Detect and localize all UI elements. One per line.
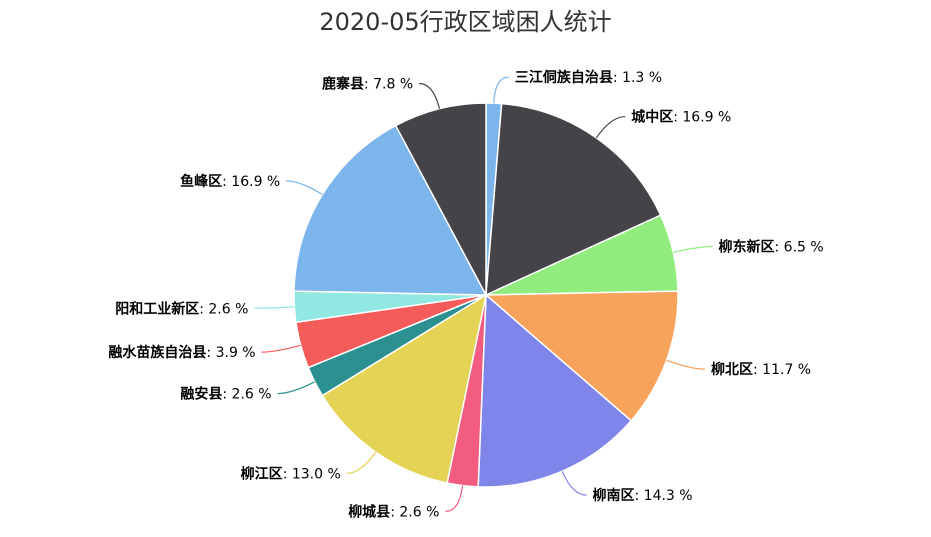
label-name: 阳和工业新区 [115, 300, 199, 317]
leader-slice-2 [673, 245, 713, 253]
label-name: 鹿寨县 [321, 76, 364, 93]
leaders-layer [254, 76, 713, 512]
pie-slice-3[interactable] [485, 290, 679, 422]
slices-layer [293, 102, 679, 488]
label-slice-1: 城中区: 16.9 % [631, 109, 731, 126]
leader-slice-0 [493, 76, 509, 104]
leader-slice-9 [254, 306, 295, 309]
label-slice-7: 融安县: 2.6 % [180, 386, 271, 403]
leader-slice-3 [666, 359, 706, 370]
label-slice-9: 阳和工业新区: 2.6 % [115, 300, 248, 317]
label-slice-6: 柳江区: 13.0 % [241, 465, 341, 482]
label-name: 柳南区 [593, 487, 635, 504]
leader-slice-11 [419, 82, 441, 109]
label-value: : 13.0 % [283, 466, 341, 482]
labels-layer: 三江侗族自治县: 1.3 %城中区: 16.9 %柳东新区: 6.5 %柳北区:… [108, 69, 823, 520]
leader-slice-8 [261, 344, 301, 353]
label-name: 柳江区 [241, 465, 283, 482]
label-name: 城中区 [631, 109, 673, 126]
label-value: : 7.8 % [364, 77, 413, 93]
label-value: : 16.9 % [222, 174, 280, 190]
leader-slice-1 [595, 115, 626, 139]
label-slice-0: 三江侗族自治县: 1.3 % [515, 69, 662, 86]
label-name: 鱼峰区 [180, 173, 222, 190]
leader-slice-6 [346, 451, 377, 475]
label-name: 融水苗族自治县 [108, 344, 206, 361]
label-name: 柳城县 [348, 503, 390, 520]
label-value: : 1.3 % [613, 70, 662, 86]
label-slice-2: 柳东新区: 6.5 % [719, 238, 824, 255]
pie-slice-10[interactable] [293, 124, 487, 296]
leader-slice-4 [561, 471, 587, 496]
label-slice-10: 鱼峰区: 16.9 % [180, 173, 280, 190]
label-name: 柳北区 [711, 361, 753, 378]
pie-slice-4[interactable] [477, 294, 632, 488]
label-name: 柳东新区 [719, 238, 775, 255]
label-value: : 2.6 % [222, 387, 271, 403]
leader-slice-7 [277, 381, 316, 395]
label-value: : 14.3 % [635, 488, 693, 504]
label-value: : 16.9 % [673, 110, 731, 126]
leader-slice-10 [286, 180, 323, 196]
label-value: : 2.6 % [199, 301, 248, 317]
label-slice-3: 柳北区: 11.7 % [711, 361, 811, 378]
label-slice-5: 柳城县: 2.6 % [348, 503, 439, 520]
label-value: : 11.7 % [753, 362, 811, 378]
leader-slice-5 [445, 485, 464, 512]
chart-title: 2020-05行政区域困人统计 [319, 8, 611, 36]
label-slice-4: 柳南区: 14.3 % [593, 487, 693, 504]
pie-slice-11[interactable] [394, 102, 487, 296]
label-name: 融安县 [180, 386, 222, 403]
label-value: : 3.9 % [206, 345, 255, 361]
label-name: 三江侗族自治县 [515, 69, 613, 86]
label-slice-8: 融水苗族自治县: 3.9 % [108, 344, 255, 361]
label-value: : 6.5 % [775, 239, 824, 255]
label-slice-11: 鹿寨县: 7.8 % [321, 76, 413, 93]
label-value: : 2.6 % [390, 504, 439, 520]
